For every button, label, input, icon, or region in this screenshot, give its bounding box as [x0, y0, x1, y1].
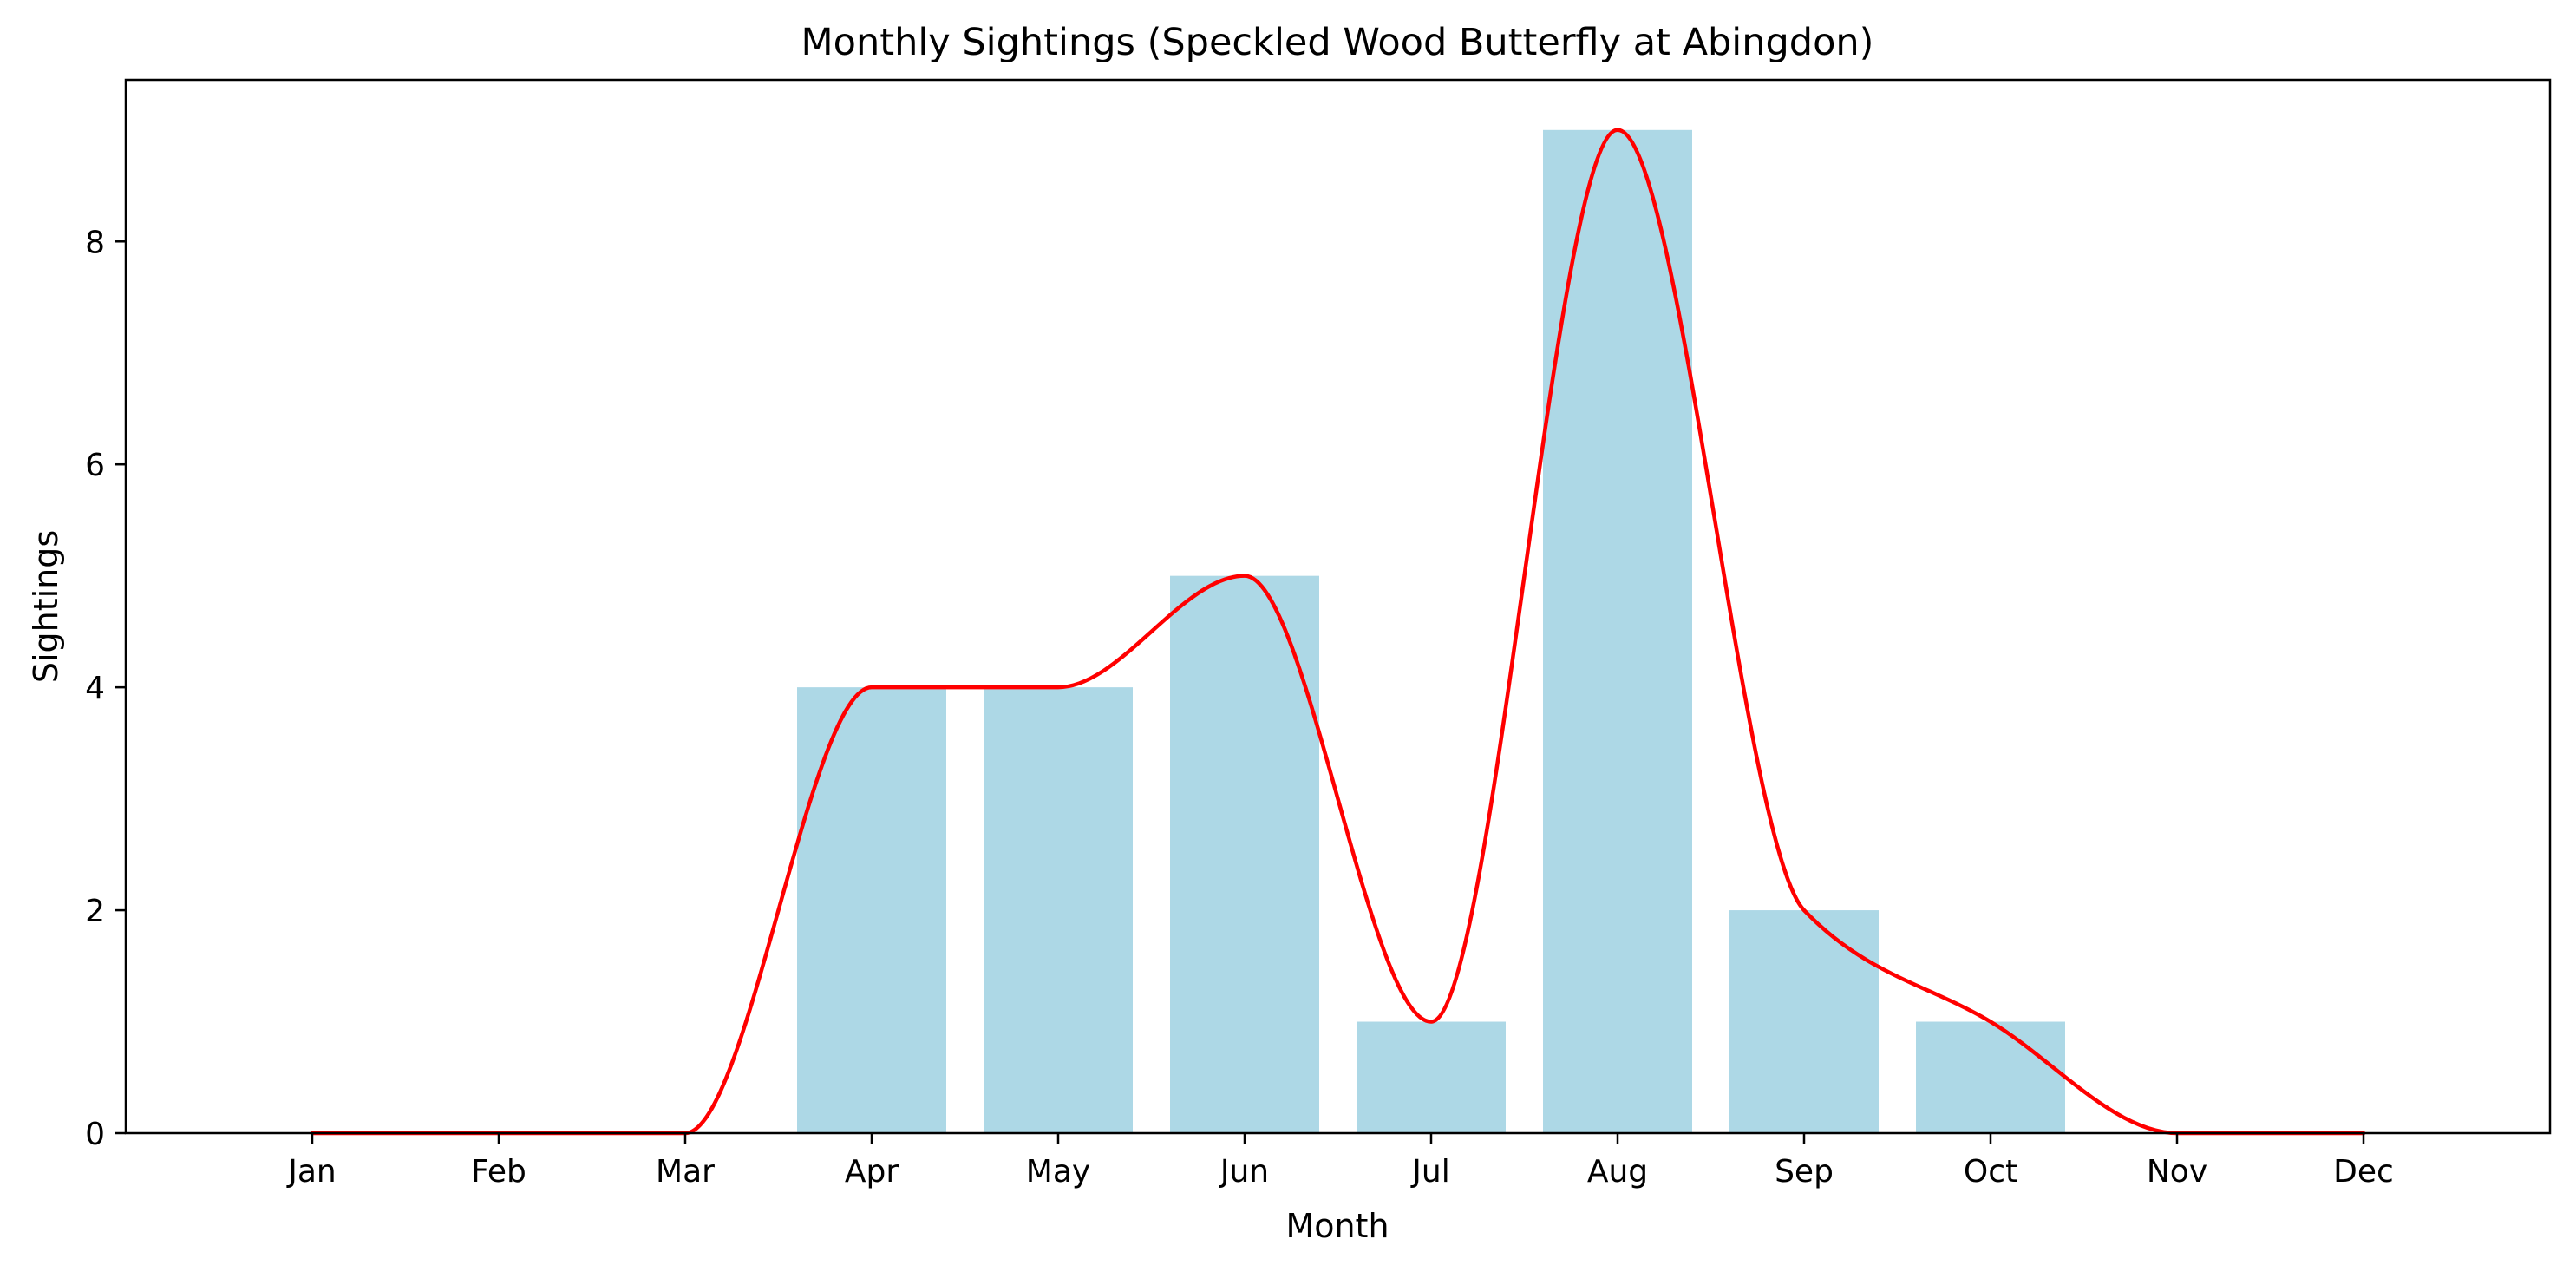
x-axis-label: Month	[1285, 1207, 1389, 1245]
x-tick-label-oct: Oct	[1964, 1154, 2017, 1190]
x-tick-label-aug: Aug	[1587, 1154, 1648, 1190]
x-tick-label-mar: Mar	[656, 1154, 715, 1190]
x-axis: Jan Feb Mar Apr May Jun Jul Aug Sep Oct Nov Dec	[286, 1133, 2394, 1190]
smoothed-line	[310, 128, 2366, 1136]
bar-may	[984, 687, 1133, 1133]
bars-layer	[797, 129, 2065, 1133]
x-tick-label-sep: Sep	[1775, 1154, 1834, 1190]
x-tick-label-dec: Dec	[2333, 1154, 2394, 1190]
y-tick-label-0: 0	[85, 1117, 105, 1152]
x-tick-label-apr: Apr	[845, 1154, 899, 1190]
bar-jul	[1357, 1021, 1506, 1133]
bar-sep	[1729, 910, 1879, 1133]
bar-apr	[797, 687, 946, 1133]
x-tick-label-jan: Jan	[286, 1154, 337, 1190]
bar-aug	[1543, 129, 1692, 1133]
plot-frame	[124, 78, 2552, 1135]
y-axis: 0 2 4 6 8	[85, 225, 126, 1152]
bar-oct	[1916, 1021, 2065, 1133]
x-tick-label-may: May	[1026, 1154, 1090, 1190]
line-layer	[310, 128, 2366, 1136]
chart-title: Monthly Sightings (Speckled Wood Butterf…	[801, 21, 1874, 64]
y-tick-label-6: 6	[85, 448, 105, 483]
y-axis-label: Sightings	[27, 530, 65, 683]
x-tick-label-nov: Nov	[2147, 1154, 2207, 1190]
y-tick-label-8: 8	[85, 225, 105, 260]
bar-jun	[1170, 575, 1319, 1133]
x-tick-label-feb: Feb	[471, 1154, 526, 1190]
x-tick-label-jun: Jun	[1219, 1154, 1269, 1190]
x-tick-label-jul: Jul	[1410, 1154, 1449, 1190]
y-tick-label-4: 4	[85, 671, 105, 706]
y-tick-label-2: 2	[85, 894, 105, 929]
